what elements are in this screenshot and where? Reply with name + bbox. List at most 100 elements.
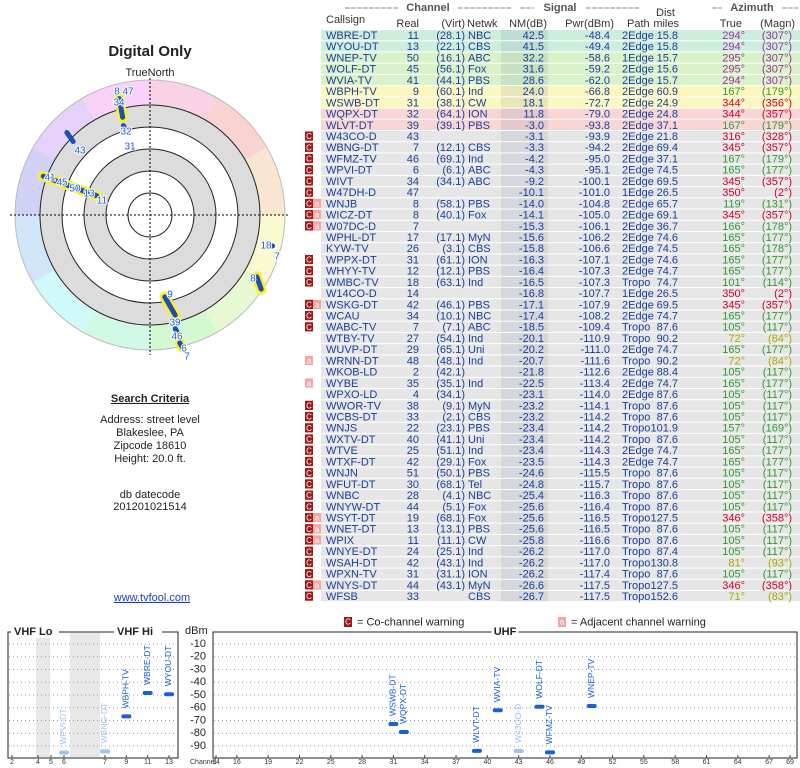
table-cell: (179°) (762, 153, 792, 165)
site-link[interactable]: www.tvfool.com (113, 592, 190, 604)
table-cell: WXTV-DT (326, 434, 376, 446)
table-cell: -106.1 (579, 221, 610, 233)
table-cell: Tropo (622, 501, 650, 513)
panel-title: UHF (494, 626, 517, 638)
table-cell: 74.7 (657, 445, 678, 457)
table-cell: 2Edge (622, 97, 654, 109)
table-cell: 316° (722, 131, 745, 143)
nm-column (501, 389, 548, 400)
flag-text: C (306, 435, 312, 444)
table-cell: WBRE-DT (326, 30, 378, 42)
table-cell: Tropo (622, 434, 650, 446)
table-cell: (9.1) (442, 400, 465, 412)
table-cell: MyN (468, 580, 491, 592)
flag-text: C (306, 514, 312, 523)
row-background (321, 108, 800, 119)
station-label: WBRE-DT (142, 645, 152, 685)
table-cell: -117.0 (580, 557, 610, 569)
x-tick-label: 43 (515, 759, 523, 766)
row-background (321, 63, 800, 74)
table-cell: 74.7 (657, 456, 678, 468)
table-cell: (6.1) (442, 165, 465, 177)
nm-column (501, 445, 548, 456)
table-cell: 294° (722, 30, 745, 42)
nm-column (501, 355, 548, 366)
table-cell: -107.3 (579, 266, 610, 278)
table-cell: -49.4 (585, 41, 610, 53)
polar-label: 41 (44, 173, 56, 184)
table-cell: -116.5 (580, 524, 610, 536)
row-background (321, 30, 800, 41)
x-tick-label: 58 (671, 759, 679, 766)
flag-text: C (306, 401, 312, 410)
table-cell: 87.6 (657, 569, 678, 581)
table-cell: Tropo (622, 355, 650, 367)
table-cell: -107.9 (579, 299, 610, 311)
table-cell: NBC (468, 490, 491, 502)
polar-marker (172, 326, 180, 334)
table-cell: (7.1) (442, 322, 465, 334)
table-cell: (117°) (763, 389, 792, 401)
table-cell: 2Edge (622, 254, 654, 266)
x-tick-label: 31 (390, 759, 398, 766)
table-cell: 2Edge (622, 86, 654, 98)
table-cell: -25.6 (519, 501, 544, 513)
table-cell: Ind (468, 445, 483, 457)
flag-text: C (306, 222, 312, 231)
row-background (321, 456, 800, 467)
table-cell: (117°) (763, 367, 792, 379)
y-tick-label: -10 (190, 638, 206, 650)
table-cell: -16.4 (519, 266, 544, 278)
table-cell: W47DH-D (326, 187, 376, 199)
row-background (321, 153, 800, 164)
table-cell: 18 (407, 277, 419, 289)
table-cell: -22.5 (519, 378, 544, 390)
table-cell: -110.9 (580, 333, 610, 345)
table-cell: -114.2 (580, 411, 610, 423)
y-tick-label: -30 (190, 663, 206, 675)
nm-column (501, 490, 548, 501)
table-cell: -66.8 (585, 86, 610, 98)
table-cell: WTBY-TV (326, 333, 375, 345)
table-cell: 105° (722, 546, 745, 558)
row-background (321, 579, 800, 590)
table-cell: (51.1) (436, 445, 465, 457)
table-cell: 167° (722, 120, 745, 132)
signal-bar (164, 692, 174, 697)
co-channel-flag (305, 210, 313, 220)
nm-column (501, 97, 548, 108)
nm-column (501, 41, 548, 52)
y-tick-label: -80 (190, 727, 206, 739)
table-cell: 33 (407, 411, 419, 423)
table-cell: PBS (468, 468, 490, 480)
table-cell: 74.6 (657, 254, 678, 266)
table-cell: (64.1) (436, 109, 465, 121)
table-cell: 13 (407, 41, 419, 53)
table-cell: 37.1 (657, 120, 678, 132)
flag-text: C (306, 446, 312, 455)
x-tick-label: 6 (62, 759, 66, 766)
table-cell: 165° (722, 266, 745, 278)
nm-column (501, 422, 548, 433)
table-cell: (3.1) (442, 243, 465, 255)
station-label: W43CO-D (513, 704, 523, 743)
table-cell: WFUT-DT (326, 479, 376, 491)
table-cell: (357°) (762, 109, 792, 121)
co-channel-flag (305, 299, 313, 309)
adjacent-flag (313, 198, 321, 209)
table-cell: (177°) (762, 445, 792, 457)
table-cell: -24.8 (519, 479, 544, 491)
row-background (321, 546, 800, 557)
row-background (321, 276, 800, 288)
table-cell: 42.5 (523, 30, 544, 42)
table-cell: (117°) (763, 501, 792, 513)
flag-text: a (315, 525, 320, 534)
table-cell: ABC (468, 176, 491, 188)
table-cell: 74.7 (657, 311, 678, 323)
table-cell: (117°) (763, 569, 792, 581)
table-cell: (69.1) (436, 153, 465, 165)
station-label: WFMZ-TV (544, 705, 554, 745)
table-cell: 45 (407, 64, 419, 76)
table-cell: -93.8 (585, 120, 610, 132)
table-cell: (117°) (763, 535, 792, 547)
